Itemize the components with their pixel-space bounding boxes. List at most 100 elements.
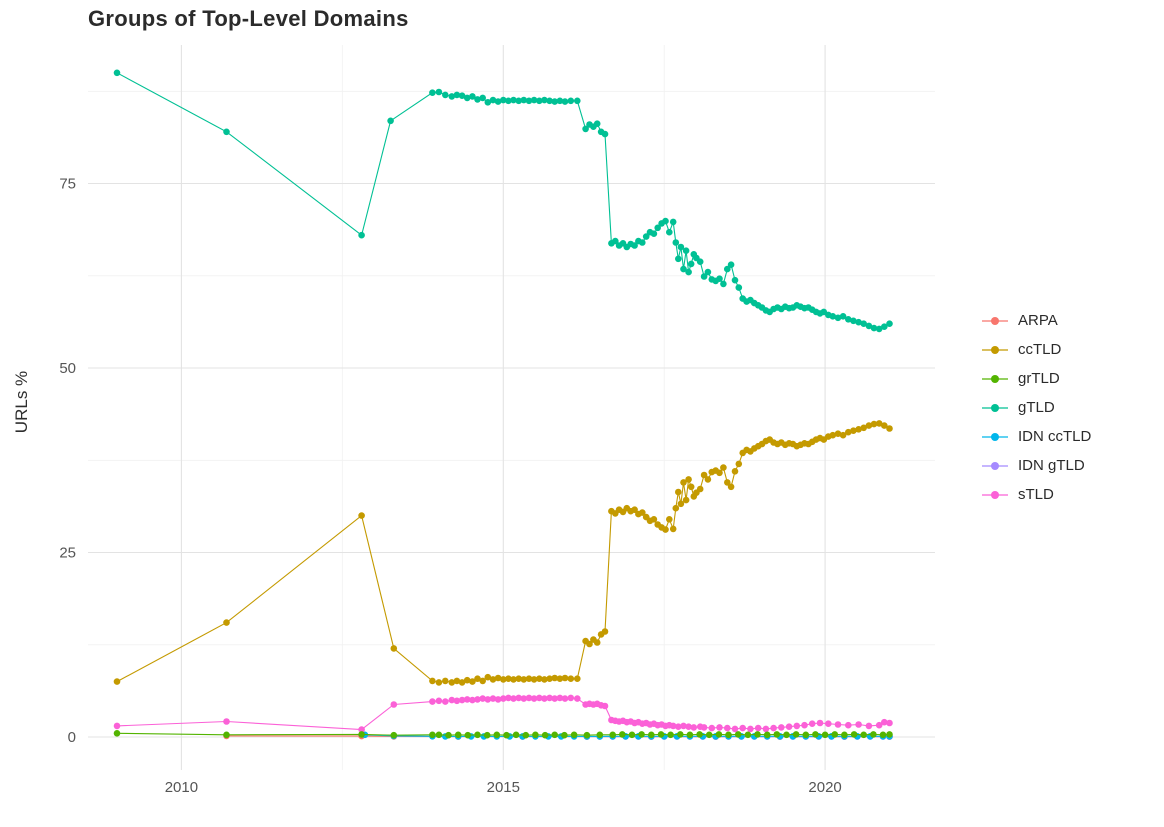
data-point (638, 731, 645, 738)
data-point (680, 722, 687, 730)
data-point (390, 645, 398, 652)
data-point (682, 496, 690, 504)
data-point (556, 694, 564, 702)
data-point (474, 96, 481, 103)
data-point (669, 722, 677, 730)
data-point (593, 639, 601, 646)
y-axis-tick-label: 25 (59, 545, 76, 562)
data-point (601, 702, 609, 710)
series-gtld (113, 69, 893, 333)
data-point (551, 731, 558, 739)
data-point (685, 268, 692, 276)
data-point (458, 696, 466, 704)
data-point (556, 675, 564, 682)
data-point (387, 117, 394, 125)
data-point (469, 696, 476, 704)
data-point (875, 420, 883, 427)
data-point (546, 675, 553, 682)
data-point (845, 428, 852, 436)
data-point (474, 696, 481, 703)
data-point (561, 674, 569, 682)
data-point (601, 130, 609, 138)
data-point (484, 99, 492, 106)
data-point (530, 96, 538, 104)
data-point (435, 88, 443, 96)
x-axis-tick-label: 2010 (165, 779, 198, 796)
data-point (677, 500, 685, 508)
data-point (716, 724, 723, 731)
legend-key-icon (982, 345, 1008, 354)
data-point (448, 93, 456, 100)
series-grtld (113, 730, 893, 739)
data-point (479, 677, 487, 685)
data-point (690, 724, 698, 731)
data-point (546, 694, 553, 702)
data-point (593, 120, 601, 127)
axis-tick-labels: 2010 2015 2020 0 25 50 75 (59, 176, 841, 797)
legend-key-icon (982, 490, 1008, 499)
data-point (708, 724, 716, 732)
data-point (666, 516, 673, 523)
data-point (650, 516, 658, 523)
data-point (680, 479, 687, 486)
data-point (700, 471, 708, 479)
data-point (657, 731, 665, 738)
data-point (675, 723, 682, 730)
data-point (469, 93, 476, 100)
legend-item-cctld: ccTLD (980, 335, 1091, 364)
data-point (429, 677, 436, 685)
legend-item-label: sTLD (1018, 486, 1054, 503)
data-point (731, 468, 739, 475)
data-point (223, 718, 230, 725)
data-point (525, 694, 533, 702)
data-point (870, 420, 878, 428)
data-point (716, 275, 723, 283)
data-point (850, 317, 857, 325)
data-point (515, 694, 522, 702)
data-point (525, 97, 533, 105)
legend-item-stld: sTLD (980, 480, 1091, 509)
data-point (223, 731, 230, 739)
data-point (631, 506, 638, 513)
y-axis-tick-label: 50 (59, 360, 76, 377)
data-point (687, 483, 695, 491)
legend-item-label: IDN gTLD (1018, 457, 1085, 474)
data-point (358, 512, 365, 519)
data-point (834, 721, 842, 728)
data-point (850, 427, 857, 435)
data-point (442, 698, 449, 705)
data-point (834, 314, 842, 322)
data-point (669, 218, 677, 226)
data-point (812, 731, 819, 738)
data-point (453, 697, 461, 705)
data-point (773, 731, 781, 738)
data-point (448, 696, 456, 704)
data-point (500, 96, 507, 104)
data-point (839, 431, 847, 439)
data-point (463, 676, 471, 684)
data-point (532, 731, 539, 739)
data-point (583, 731, 591, 739)
data-point (654, 224, 661, 232)
data-point (541, 96, 548, 104)
data-point (816, 719, 824, 727)
data-point (770, 724, 777, 732)
data-point (474, 731, 481, 739)
data-point (500, 676, 507, 683)
data-point (783, 731, 790, 739)
data-point (463, 696, 471, 703)
data-point (696, 731, 703, 738)
data-point (850, 731, 858, 738)
legend-key-icon (982, 461, 1008, 470)
data-point (886, 719, 893, 727)
legend-key-icon (982, 316, 1008, 325)
series-stld (113, 694, 893, 733)
data-point (650, 230, 658, 237)
data-point (704, 268, 712, 276)
legend-key-icon (982, 403, 1008, 412)
data-point (675, 488, 682, 496)
data-point (113, 730, 121, 737)
y-axis-tick-label: 75 (59, 176, 76, 193)
data-point (669, 525, 677, 533)
data-point (648, 731, 655, 739)
